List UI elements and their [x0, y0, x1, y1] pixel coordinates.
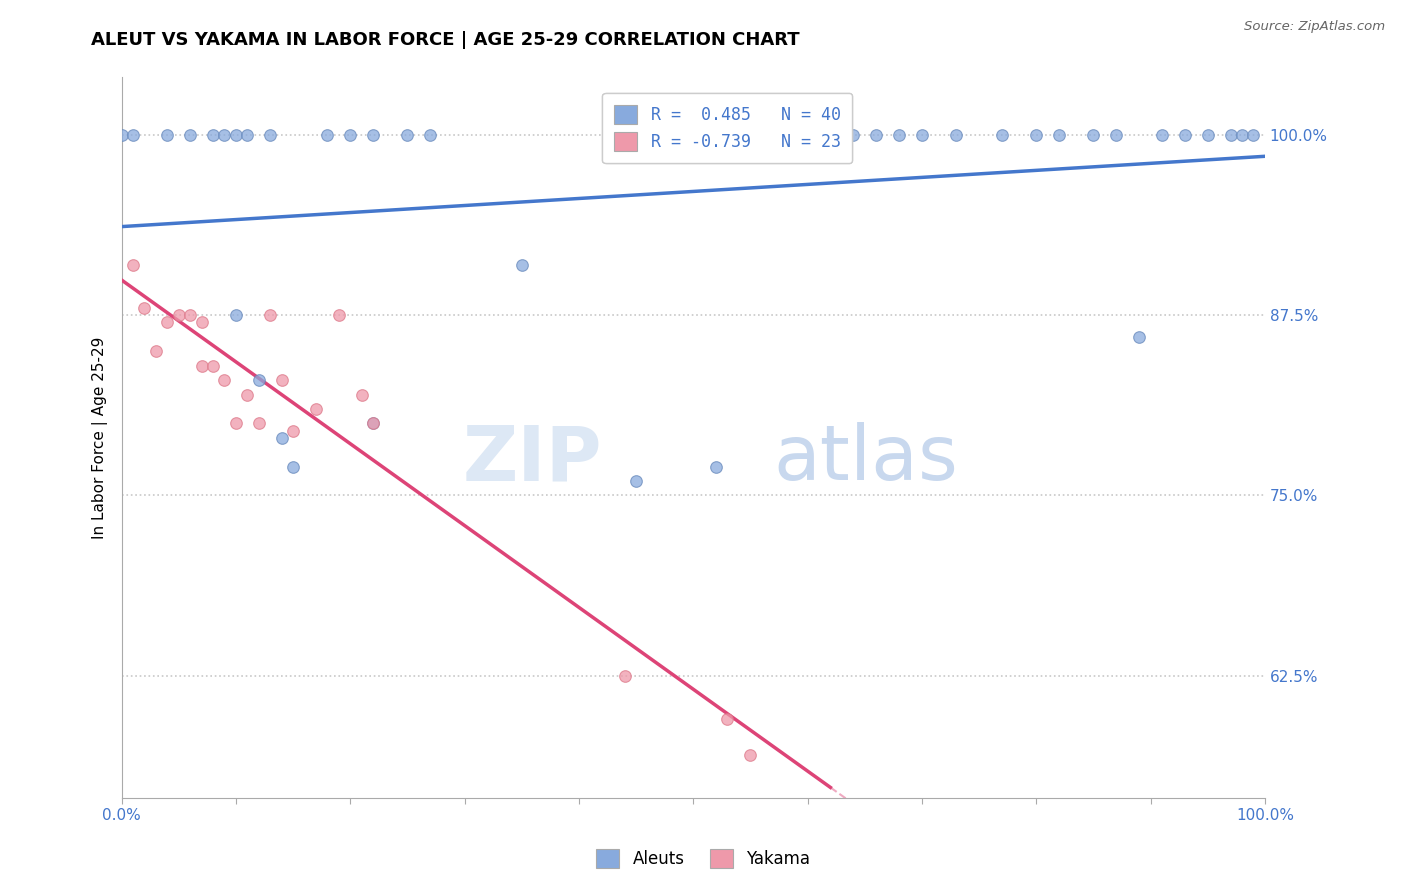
Point [156, 128, 179, 142]
Point [887, 128, 910, 142]
Point [911, 128, 934, 142]
Point [305, 401, 328, 416]
Point [991, 128, 1014, 142]
Point [201, 359, 224, 373]
Point [179, 308, 201, 322]
Point [1197, 128, 1219, 142]
Point [945, 128, 967, 142]
Text: Source: ZipAtlas.com: Source: ZipAtlas.com [1244, 20, 1385, 33]
Point [361, 417, 384, 431]
Point [396, 128, 419, 142]
Point [270, 431, 292, 445]
Point [167, 308, 190, 322]
Point [122, 128, 145, 142]
Point [1174, 128, 1197, 142]
Point [704, 459, 727, 474]
Point [259, 308, 281, 322]
Point [1047, 128, 1070, 142]
Point [328, 308, 350, 322]
Point [225, 417, 247, 431]
Point [179, 128, 201, 142]
Point [419, 128, 441, 142]
Point [225, 308, 247, 322]
Text: ZIP: ZIP [463, 423, 602, 496]
Point [361, 128, 384, 142]
Point [236, 387, 259, 401]
Point [270, 373, 292, 387]
Point [247, 417, 270, 431]
Point [316, 128, 339, 142]
Point [1150, 128, 1173, 142]
Point [865, 128, 887, 142]
Point [842, 128, 865, 142]
Point [350, 387, 373, 401]
Text: ALEUT VS YAKAMA IN LABOR FORCE | AGE 25-29 CORRELATION CHART: ALEUT VS YAKAMA IN LABOR FORCE | AGE 25-… [91, 31, 800, 49]
Point [156, 315, 179, 329]
Point [510, 258, 533, 272]
Point [259, 128, 281, 142]
Point [236, 128, 259, 142]
Point [281, 459, 304, 474]
Point [1230, 128, 1253, 142]
Point [613, 668, 636, 682]
Point [214, 373, 236, 387]
Text: atlas: atlas [773, 423, 957, 496]
Point [190, 315, 212, 329]
Y-axis label: In Labor Force | Age 25-29: In Labor Force | Age 25-29 [93, 336, 108, 539]
Point [361, 417, 384, 431]
Point [281, 424, 304, 438]
Point [145, 344, 167, 359]
Point [1128, 330, 1150, 344]
Point [1025, 128, 1047, 142]
Legend: R =  0.485   N = 40, R = -0.739   N = 23: R = 0.485 N = 40, R = -0.739 N = 23 [603, 93, 852, 163]
Point [820, 128, 842, 142]
Point [201, 128, 224, 142]
Point [214, 128, 236, 142]
Point [134, 301, 156, 315]
Legend: Aleuts, Yakama: Aleuts, Yakama [589, 842, 817, 875]
Point [1083, 128, 1105, 142]
Point [247, 373, 270, 387]
Point [716, 712, 738, 726]
Point [624, 474, 647, 488]
Point [1105, 128, 1128, 142]
Point [225, 128, 247, 142]
Point [122, 258, 145, 272]
Point [1219, 128, 1241, 142]
Point [339, 128, 361, 142]
Point [190, 359, 212, 373]
Point [1241, 128, 1264, 142]
Point [740, 747, 762, 762]
Point [110, 128, 132, 142]
